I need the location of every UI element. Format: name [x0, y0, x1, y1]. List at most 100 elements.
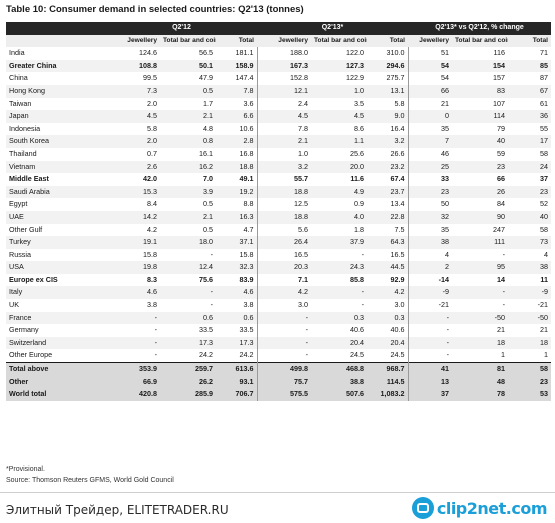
- table-cell: 19.8: [106, 261, 160, 274]
- table-cell: 41: [407, 362, 452, 376]
- table-cell: 26.2: [160, 375, 216, 389]
- table-cell: 4: [407, 248, 452, 262]
- table-cell: 25.6: [350, 148, 364, 158]
- table-cell: -: [407, 336, 452, 350]
- corner-cell: [6, 34, 106, 48]
- table-cell: 7.8: [216, 84, 257, 98]
- table-cell: 33: [407, 173, 452, 186]
- table-cell: 2.1: [256, 135, 311, 148]
- table-cell: 420.8: [106, 388, 160, 401]
- table-cell: 4.8: [203, 123, 213, 133]
- table-cell: -: [256, 336, 311, 350]
- table-cell: 4: [544, 249, 548, 259]
- table-cell: 85.8: [350, 274, 364, 284]
- table-cell: 87: [540, 73, 548, 83]
- table-cell: 17: [508, 135, 551, 148]
- table-cell: 575.5: [256, 388, 311, 401]
- table-row: Turkey 19.1 18.0 37.1 26.4 37.9 64.3 38 111 73: [6, 236, 551, 249]
- table-cell: 152.8: [256, 72, 311, 85]
- table-cell: 1.7: [203, 98, 213, 108]
- table-cell: 18.0: [160, 236, 216, 249]
- table-cell: -: [256, 349, 311, 363]
- table-row: Russia 15.8-15.8 16.5-16.5 4-4: [6, 248, 551, 262]
- table-cell: -: [502, 249, 505, 259]
- table-cell: 16.5: [256, 248, 311, 262]
- table-cell: 37: [540, 174, 548, 184]
- demand-table: Q2'12 Q2'13* Q2'13* vs Q2'12, % change J…: [6, 22, 551, 401]
- table-cell: 7.3: [106, 84, 160, 98]
- table-cell: 18: [508, 336, 551, 350]
- table-cell: 0.6: [216, 311, 257, 325]
- table-row: Greater China 108.8 50.1 158.9 167.3 127.3 294…: [6, 59, 551, 73]
- table-cell: 67.4: [390, 174, 405, 184]
- row-label: Europe ex CIS: [9, 274, 58, 284]
- table-cell: -21: [407, 299, 452, 312]
- table-cell: 0: [407, 110, 452, 123]
- table-cell: 20.4: [367, 336, 408, 350]
- table-cell: 84: [497, 199, 505, 209]
- table-cell: 4.2: [367, 286, 408, 300]
- table-cell: 38.8: [311, 375, 367, 389]
- table-cell: 37.1: [216, 236, 257, 249]
- table-cell: -: [154, 325, 157, 335]
- table-row: USA 19.8 12.4 32.3 20.3 24.3 44.5 2 95 38: [6, 261, 551, 274]
- table-cell: 38: [407, 236, 452, 249]
- row-label: Saudi Arabia: [6, 185, 106, 199]
- row-label: World total: [6, 388, 106, 401]
- table-cell: 285.9: [160, 388, 216, 401]
- table-row: Indonesia 5.8 4.8 10.6 7.8 8.6 16.4 35 79 55: [6, 122, 551, 136]
- table-cell: 92.9: [390, 274, 405, 284]
- col-header: Total bar and coin invest: [452, 34, 508, 48]
- table-cell: 4.5: [256, 110, 311, 123]
- table-cell: 13.1: [367, 84, 408, 98]
- table-cell: 26.6: [390, 148, 405, 158]
- table-cell: 3.0: [256, 299, 311, 312]
- clip2net-logo: clip2net.com: [411, 496, 548, 520]
- table-row: Saudi Arabia 15.3 3.9 19.2 18.8 4.9 23.7 23 26 23: [6, 185, 551, 199]
- table-cell: 0.7: [147, 148, 157, 158]
- table-cell: 58: [540, 224, 548, 234]
- table-cell: 16.4: [390, 123, 405, 133]
- table-cell: 0.5: [160, 84, 216, 98]
- watermark-bar: Элитный Трейдер, ELITETRADER.RU clip2net…: [0, 492, 555, 523]
- row-label: Greater China: [6, 59, 106, 73]
- table-cell: 8.6: [354, 123, 364, 133]
- footnote: *Provisional.: [6, 466, 45, 473]
- row-label: Other: [6, 375, 106, 389]
- row-label: Switzerland: [6, 336, 106, 350]
- table-cell: 157: [493, 73, 505, 83]
- table-cell: 58: [540, 148, 548, 158]
- table-cell: 122.9: [346, 73, 364, 83]
- table-cell: 24.3: [311, 261, 367, 274]
- row-label: Germany: [9, 325, 39, 335]
- row-label: UAE: [6, 210, 106, 224]
- table-cell: 32: [407, 210, 452, 224]
- table-cell: 116: [493, 48, 505, 58]
- table-cell: 83: [452, 84, 508, 98]
- table-cell: 75.6: [199, 274, 213, 284]
- table-row: Japan 4.5 2.1 6.6 4.5 4.5 9.0 0 114 36: [6, 110, 551, 123]
- table-cell: 0.6: [160, 311, 216, 325]
- row-label: USA: [6, 261, 106, 274]
- table-cell: 16.1: [199, 148, 213, 158]
- table-cell: 1: [501, 350, 505, 360]
- table-cell: 1.0: [311, 84, 367, 98]
- row-label: Russia: [9, 249, 31, 259]
- table-cell: 154: [452, 59, 508, 73]
- row-label: Turkey: [6, 236, 106, 249]
- table-cell: 7.1: [256, 273, 311, 287]
- table-cell: -: [160, 286, 216, 300]
- table-cell: 181.1: [235, 48, 254, 58]
- table-title: Table 10: Consumer demand in selected co…: [6, 4, 304, 15]
- table-cell: 35: [407, 122, 452, 136]
- col-header: Total: [367, 34, 408, 48]
- table-cell: 19.1: [106, 236, 160, 249]
- row-label: Total above: [6, 362, 106, 376]
- table-cell: 5.8: [394, 98, 405, 108]
- table-cell: 0.5: [203, 224, 213, 234]
- table-cell: 16.5: [390, 249, 405, 259]
- table-cell: 66: [407, 84, 452, 98]
- table-cell: 18.8: [256, 185, 311, 199]
- table-cell: 24: [508, 160, 551, 174]
- table-cell: 8.4: [147, 199, 157, 209]
